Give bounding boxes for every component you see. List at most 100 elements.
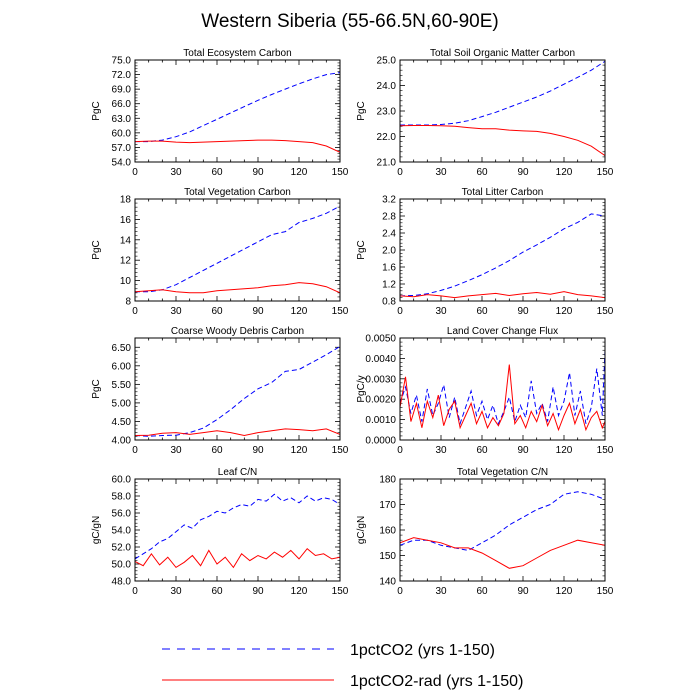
x-tick-label: 60 bbox=[211, 306, 223, 317]
y-tick-label: 54.0 bbox=[112, 158, 132, 169]
series-line bbox=[135, 493, 340, 560]
y-tick-label: 60.0 bbox=[112, 475, 132, 486]
y-tick-label: 180 bbox=[379, 475, 396, 486]
chart-panel: Coarse Woody Debris Carbon PgC 0 30 60 90 120 1… bbox=[91, 326, 349, 456]
x-tick-label: 0 bbox=[397, 445, 403, 456]
plot-frame bbox=[134, 337, 341, 441]
x-tick-label: 90 bbox=[252, 167, 264, 178]
series-line bbox=[135, 72, 340, 143]
series-line bbox=[400, 125, 605, 157]
x-tick-label: 0 bbox=[397, 586, 403, 597]
x-tick-label: 30 bbox=[435, 167, 447, 178]
y-tick-label: 140 bbox=[379, 577, 396, 588]
y-tick-label: 0.0020 bbox=[365, 395, 396, 406]
y-tick-label: 56.0 bbox=[112, 509, 132, 520]
x-tick-label: 60 bbox=[476, 445, 488, 456]
x-tick-label: 0 bbox=[132, 167, 138, 178]
x-tick-label: 90 bbox=[517, 445, 529, 456]
x-tick-label: 60 bbox=[476, 167, 488, 178]
x-tick-label: 120 bbox=[556, 445, 573, 456]
x-tick-label: 30 bbox=[170, 586, 182, 597]
y-tick-label: 24.0 bbox=[377, 81, 397, 92]
series-line bbox=[135, 282, 340, 294]
plot-frame bbox=[399, 198, 606, 302]
y-tick-label: 150 bbox=[379, 551, 396, 562]
series-line bbox=[400, 537, 605, 569]
y-tick-label: 160 bbox=[379, 526, 396, 537]
y-tick-label: 54.0 bbox=[112, 526, 132, 537]
y-tick-label: 2.8 bbox=[382, 212, 396, 223]
x-tick-label: 0 bbox=[132, 586, 138, 597]
y-tick-label: 0.0030 bbox=[365, 374, 396, 385]
chart-panel: Total Vegetation C/N gC/gN 0 30 60 90 120 150 14… bbox=[356, 467, 614, 597]
x-tick-label: 60 bbox=[476, 586, 488, 597]
series-line bbox=[135, 139, 340, 153]
x-tick-label: 30 bbox=[435, 306, 447, 317]
x-tick-label: 120 bbox=[291, 306, 308, 317]
y-tick-label: 16 bbox=[120, 215, 132, 226]
panel-title: Total Vegetation C/N bbox=[457, 467, 548, 478]
y-tick-label: 52.0 bbox=[112, 543, 132, 554]
panel-title: Total Litter Carbon bbox=[462, 187, 544, 198]
x-tick-label: 120 bbox=[291, 167, 308, 178]
y-tick-label: 3.2 bbox=[382, 195, 396, 206]
y-tick-label: 14 bbox=[120, 235, 132, 246]
x-tick-label: 90 bbox=[252, 306, 264, 317]
x-tick-label: 90 bbox=[252, 445, 264, 456]
x-tick-label: 120 bbox=[291, 445, 308, 456]
y-tick-label: 0.8 bbox=[382, 297, 396, 308]
x-tick-label: 90 bbox=[252, 586, 264, 597]
y-tick-label: 22.0 bbox=[377, 132, 397, 143]
x-tick-label: 150 bbox=[332, 167, 349, 178]
y-axis-label: PgC bbox=[91, 101, 102, 120]
figure-title: Western Siberia (55-66.5N,60-90E) bbox=[201, 11, 498, 32]
panel-title: Total Vegetation Carbon bbox=[184, 187, 291, 198]
x-tick-label: 90 bbox=[517, 167, 529, 178]
series-line bbox=[135, 205, 340, 293]
x-tick-label: 150 bbox=[332, 445, 349, 456]
y-tick-label: 50.0 bbox=[112, 560, 132, 571]
y-tick-label: 6.50 bbox=[112, 343, 132, 354]
series-line bbox=[400, 291, 605, 299]
plot-frame bbox=[399, 337, 606, 441]
x-tick-label: 0 bbox=[397, 306, 403, 317]
series-line bbox=[400, 213, 605, 297]
y-tick-label: 25.0 bbox=[377, 56, 397, 67]
x-tick-label: 30 bbox=[435, 445, 447, 456]
y-tick-label: 1.6 bbox=[382, 263, 396, 274]
y-tick-label: 23.0 bbox=[377, 107, 397, 118]
y-axis-label: PgC bbox=[91, 379, 102, 398]
panel-title: Total Soil Organic Matter Carbon bbox=[430, 48, 575, 59]
x-tick-label: 150 bbox=[597, 586, 614, 597]
y-tick-label: 18 bbox=[120, 195, 132, 206]
y-tick-label: 1.2 bbox=[382, 280, 396, 291]
plot-frame bbox=[399, 478, 606, 582]
chart-panel: Total Litter Carbon PgC 0 30 60 90 120 150 0.8 1.… bbox=[356, 187, 614, 317]
x-tick-label: 0 bbox=[397, 167, 403, 178]
legend-label-1pctco2: 1pctCO2 (yrs 1-150) bbox=[350, 642, 495, 659]
y-tick-label: 0.0010 bbox=[365, 415, 396, 426]
series-line bbox=[400, 491, 605, 551]
y-tick-label: 5.50 bbox=[112, 380, 132, 391]
x-tick-label: 30 bbox=[170, 445, 182, 456]
y-tick-label: 2.4 bbox=[382, 229, 396, 240]
x-tick-label: 150 bbox=[597, 306, 614, 317]
series-line bbox=[135, 346, 340, 437]
y-tick-label: 69.0 bbox=[112, 85, 132, 96]
x-tick-label: 90 bbox=[517, 306, 529, 317]
y-tick-label: 4.00 bbox=[112, 436, 132, 447]
x-tick-label: 120 bbox=[556, 306, 573, 317]
y-tick-label: 0.0000 bbox=[365, 436, 396, 447]
y-tick-label: 60.0 bbox=[112, 128, 132, 139]
x-tick-label: 150 bbox=[332, 306, 349, 317]
chart-panel: Land Cover Change Flux PgC/y 0 30 60 90 120 150… bbox=[356, 326, 614, 456]
x-tick-label: 120 bbox=[291, 586, 308, 597]
y-tick-label: 12 bbox=[120, 256, 132, 267]
x-tick-label: 60 bbox=[211, 167, 223, 178]
y-axis-label: gC/gN bbox=[356, 516, 367, 544]
chart-panel: Total Soil Organic Matter Carbon PgC 0 30 60… bbox=[356, 48, 614, 178]
y-axis-label: PgC bbox=[91, 240, 102, 259]
y-tick-label: 6.00 bbox=[112, 361, 132, 372]
panel-title: Total Ecosystem Carbon bbox=[183, 48, 291, 59]
